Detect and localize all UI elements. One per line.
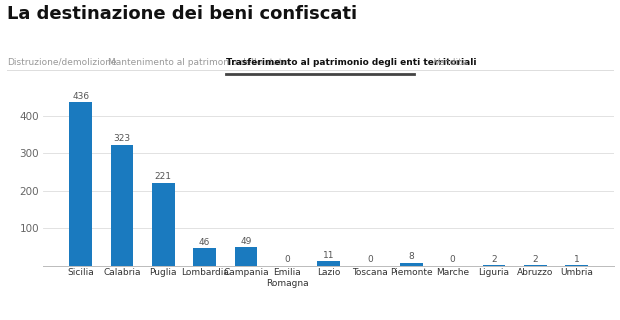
Text: 2: 2	[533, 255, 538, 264]
Text: 0: 0	[285, 255, 290, 264]
Bar	[152, 183, 175, 266]
Bar	[193, 248, 216, 266]
Text: 1: 1	[574, 255, 579, 264]
Bar	[400, 263, 423, 266]
Text: Vendita: Vendita	[434, 58, 468, 67]
Bar	[110, 145, 133, 266]
Text: 49: 49	[241, 237, 252, 246]
Text: La destinazione dei beni confiscati: La destinazione dei beni confiscati	[7, 5, 358, 23]
Text: Mantenimento al patrimonio dello stato: Mantenimento al patrimonio dello stato	[108, 58, 288, 67]
Text: Trasferimento al patrimonio degli enti territoriali: Trasferimento al patrimonio degli enti t…	[226, 58, 477, 67]
Text: Distruzione/demolizione: Distruzione/demolizione	[7, 58, 117, 67]
Text: 436: 436	[72, 92, 89, 101]
Text: 0: 0	[450, 255, 456, 264]
Text: 11: 11	[323, 251, 334, 260]
Bar	[234, 247, 257, 266]
Bar	[565, 265, 588, 266]
Text: 8: 8	[409, 252, 414, 261]
Text: 46: 46	[199, 238, 210, 247]
Bar	[69, 102, 92, 266]
Text: 2: 2	[491, 255, 497, 264]
Text: 323: 323	[113, 134, 131, 143]
Bar	[524, 265, 547, 266]
Bar	[317, 261, 340, 266]
Text: 221: 221	[155, 172, 172, 181]
Bar	[482, 265, 505, 266]
Text: 0: 0	[367, 255, 373, 264]
